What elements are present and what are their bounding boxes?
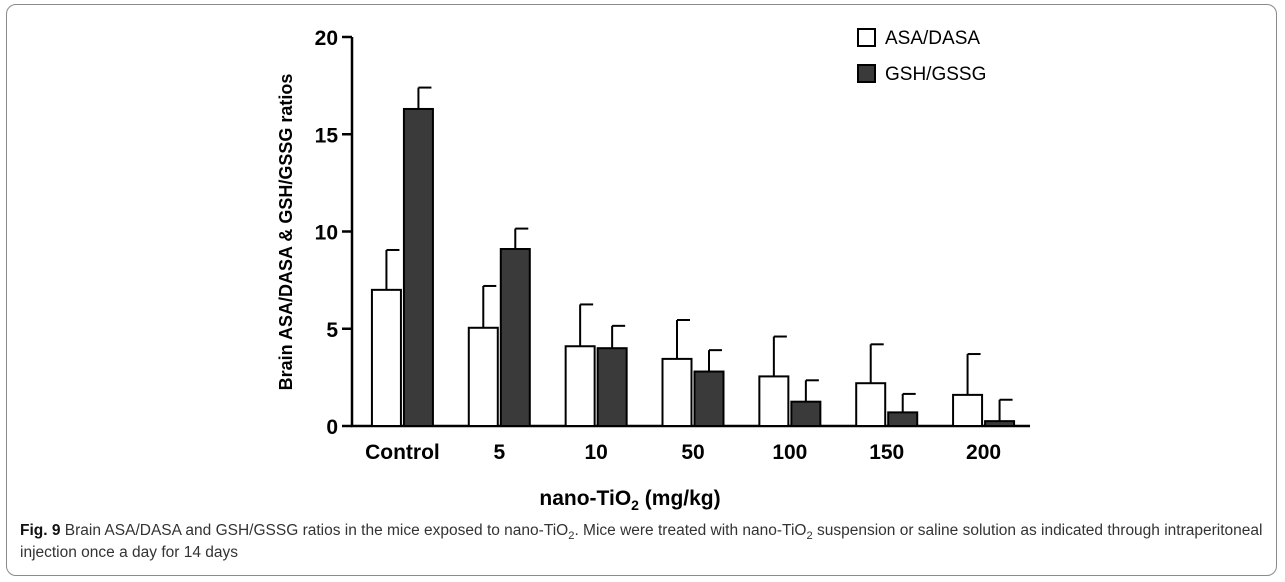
bar-gsh-gssg (984, 420, 1016, 428)
figure-caption: Fig. 9 Brain ASA/DASA and GSH/GSSG ratio… (20, 520, 1265, 564)
legend-label: ASA/DASA (885, 28, 980, 49)
bar-gsh-gssg (499, 248, 531, 427)
bar-gsh-gssg (596, 347, 628, 428)
legend-swatch (857, 28, 876, 47)
y-axis-label: Brain ASA/DASA & GSH/GSSG ratios (276, 74, 296, 391)
x-axis-title-tail: (mg/kg) (639, 487, 721, 510)
bar-chart: Brain ASA/DASA & GSH/GSSG ratios 0 5 10 15 2… (276, 27, 1030, 513)
y-tick-label: 0 (326, 416, 338, 439)
bar-gsh-gssg (693, 370, 725, 428)
x-tick-label: Control (365, 441, 440, 464)
x-tick-label: 200 (966, 441, 1001, 464)
x-tick-label: 10 (584, 441, 607, 464)
bar-asa-dasa (467, 326, 499, 427)
x-ticks: Control 5 10 50 100 150 200 (365, 441, 1001, 464)
legend-label: GSH/GSSG (885, 64, 986, 85)
caption-figure-label: Fig. 9 (20, 522, 61, 539)
x-tick-label: 5 (493, 441, 505, 464)
bar-gsh-gssg (790, 400, 822, 427)
y-tick-label: 15 (315, 124, 339, 147)
x-axis-title-sub: 2 (631, 497, 639, 513)
y-axis-title: Brain ASA/DASA & GSH/GSSG ratios (276, 74, 296, 391)
x-axis-title-main: nano-TiO (539, 487, 631, 510)
caption-text-3: suspension or saline solution as indicat… (20, 522, 1263, 561)
y-tick-label: 20 (315, 27, 338, 50)
bar-asa-dasa (952, 393, 984, 428)
bar-asa-dasa (661, 357, 693, 427)
figure-frame (6, 4, 1277, 576)
caption-sub-2: 2 (806, 530, 813, 543)
caption-sub-1: 2 (568, 530, 575, 543)
x-tick-label: 150 (869, 441, 904, 464)
y-tick-label: 10 (315, 222, 338, 245)
x-axis-title: nano-TiO2 (mg/kg) (539, 487, 720, 513)
bar-asa-dasa (564, 345, 596, 428)
bars (370, 86, 1016, 428)
legend-swatch (857, 64, 876, 83)
bar-asa-dasa (370, 288, 402, 427)
y-ticks: 0 5 10 15 20 (315, 27, 352, 439)
x-tick-label: 50 (681, 441, 704, 464)
legend: ASA/DASA GSH/GSSG (857, 28, 986, 85)
caption-text-2: . Mice were treated with nano-TiO (574, 522, 807, 539)
x-tick-label: 100 (772, 441, 807, 464)
bar-gsh-gssg (887, 411, 919, 428)
bar-gsh-gssg (402, 107, 434, 427)
bar-asa-dasa (855, 382, 887, 427)
bar-asa-dasa (758, 375, 790, 427)
y-tick-label: 5 (326, 319, 338, 342)
caption-text-1: Brain ASA/DASA and GSH/GSSG ratios in th… (60, 522, 569, 539)
